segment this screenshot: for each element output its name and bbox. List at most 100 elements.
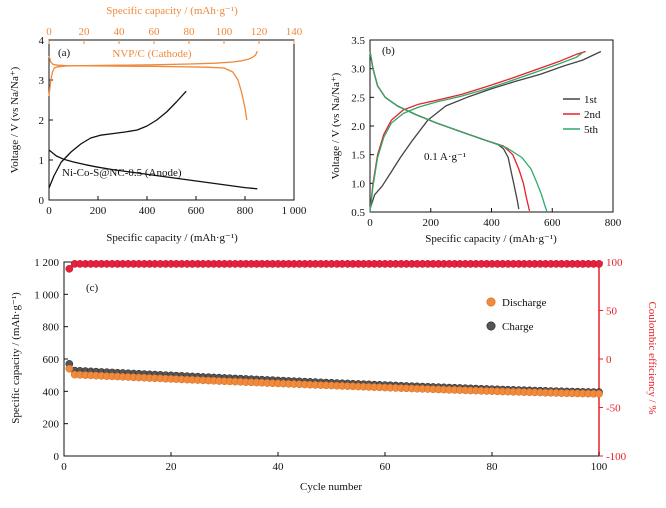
panel-a-top-xtick-label: 60 [149, 26, 161, 38]
legend-1st-label: 1st [584, 94, 597, 106]
panel-a-ytick-label: 0 [39, 195, 45, 207]
panel-a-xtick-label: 1 000 [282, 205, 307, 217]
panel-a-top-xtick-label: 100 [216, 26, 233, 38]
panel-a-ytick-label: 2 [39, 115, 45, 127]
panel-a-series-line [48, 90, 187, 189]
panel-c-right-ytick-label: -50 [606, 403, 621, 415]
panel-b-series-5th-charge [369, 52, 583, 213]
panel-c-xtick-label: 20 [166, 461, 178, 473]
panel-b-ytick-label: 2.0 [351, 121, 365, 133]
panel-c-right-ytick-label: 50 [606, 306, 618, 318]
panel-b-ytick-label: 3.0 [351, 64, 365, 76]
panel-b-left-axis: 0.5 1.0 1.5 2.0 2.5 3.0 3.5 [351, 35, 374, 219]
panel-c-right-axis: -100 -50 0 50 100 [599, 257, 627, 463]
ce-marker [65, 264, 74, 273]
panel-a-xtick-label: 200 [90, 205, 107, 217]
panel-b-series-1st-discharge [369, 51, 520, 210]
panel-c-left-axis: 0 200 400 600 800 1 000 1 200 [34, 257, 68, 463]
panel-a-top-xtick-label: 40 [114, 26, 126, 38]
panel-a-ytick-label: 1 [39, 155, 45, 167]
panel-a-xlabel: Specific capacity / (mAh·g⁻¹) [106, 232, 238, 244]
panel-c-xtick-label: 60 [380, 461, 392, 473]
panel-b-ytick-label: 3.5 [351, 35, 365, 47]
panel-a-top-xtick-label: 80 [184, 26, 196, 38]
panel-a-top-xtick-label: 140 [286, 26, 303, 38]
panel-c-right-ytick-label: -100 [606, 451, 627, 463]
panel-c-xlabel: Cycle number [300, 481, 362, 493]
panel-c-bottom-axis: 0 20 40 60 80 100 [61, 452, 608, 473]
panel-c-ytick-label: 400 [43, 386, 60, 398]
panel-c-ytick-label: 0 [54, 451, 60, 463]
legend-2nd-label: 2nd [584, 109, 601, 121]
panel-b-xtick-label: 600 [544, 217, 561, 229]
panel-b-xlabel: Specific capacity / (mAh·g⁻¹) [425, 233, 557, 245]
panel-b: 0 200 400 600 800 0.51.01.52.02.53.03.5 (b) … [330, 35, 622, 245]
panel-a-label: (a) [58, 47, 71, 59]
panel-b-series [369, 50, 602, 213]
panel-b-xtick-label: 0 [367, 217, 373, 229]
panel-b-bottom-axis: 0 200 400 600 800 [367, 208, 622, 229]
discharge-marker [65, 364, 74, 373]
panel-a-xtick-label: 600 [188, 205, 205, 217]
panel-a-top-axis: 0 20 40 60 80 100 120 140 [46, 26, 303, 44]
panel-a-top-xtick-label: 20 [79, 26, 91, 38]
panel-c-legend: Discharge Charge [486, 297, 547, 333]
panel-c-label: (c) [86, 282, 99, 294]
panel-c-xtick-label: 40 [273, 461, 285, 473]
panel-b-ytick-label: 0.5 [351, 207, 365, 219]
panel-a-top-xtick-label: 120 [251, 26, 268, 38]
panel-a-xtick-label: 400 [139, 205, 156, 217]
panel-b-rate-annotation: 0.1 A·g⁻¹ [424, 151, 466, 163]
panel-b-ytick-label: 2.5 [351, 92, 365, 104]
panel-c-ytick-label: 800 [43, 322, 60, 334]
panel-c-ylabel-right: Coulombic efficiency / % [646, 301, 658, 414]
panel-a-top-xtick-label: 0 [46, 26, 52, 38]
panel-a: 0 200 400 600 800 1 000 0 20 40 60 80 100 120 140 0 1… [9, 5, 307, 244]
panel-b-xtick-label: 800 [605, 217, 622, 229]
panel-b-frame [369, 39, 614, 213]
panel-a-series-line [48, 55, 248, 121]
panel-b-series-2nd-discharge [369, 51, 531, 212]
panel-c-right-ytick-label: 100 [606, 257, 623, 269]
panel-c-ytick-label: 1 000 [34, 289, 59, 301]
panel-a-cathode-annotation: NVP/C (Cathode) [112, 48, 191, 60]
panel-c-xtick-label: 80 [487, 461, 499, 473]
panel-a-left-axis: 0 1 2 3 4 [39, 35, 53, 207]
panel-a-series-line [48, 149, 258, 190]
panel-a-top-xlabel: Specific capacity / (mAh·g⁻¹) [106, 5, 238, 17]
panel-a-bottom-axis: 0 200 400 600 800 1 000 [46, 196, 307, 217]
panel-b-xtick-label: 200 [423, 217, 440, 229]
panel-a-series [48, 50, 258, 190]
panel-a-series-line [48, 50, 258, 97]
legend-discharge-label: Discharge [502, 297, 547, 309]
panel-a-xtick-label: 800 [237, 205, 254, 217]
panel-a-xtick-label: 0 [46, 205, 52, 217]
panel-c-series [65, 260, 603, 398]
panel-c-ytick-label: 1 200 [34, 257, 59, 269]
panel-b-series-1st-charge [369, 50, 602, 210]
panel-a-ylabel: Voltage / V (vs Na/Na⁺) [9, 66, 21, 173]
panel-c-ytick-label: 600 [43, 354, 60, 366]
ce-marker [595, 260, 603, 268]
panel-b-series-2nd-charge [369, 50, 586, 211]
panel-c-frame [63, 261, 600, 457]
panel-a-anode-annotation: Ni-Co-S@NC-0.5 (Anode) [62, 167, 182, 179]
panel-b-xtick-label: 400 [483, 217, 500, 229]
panel-c-ylabel: Specific capacity / (mAh·g⁻¹) [10, 292, 22, 424]
panel-a-ytick-label: 4 [39, 35, 45, 47]
panel-a-ytick-label: 3 [39, 75, 45, 87]
panel-c-right-ytick-label: 0 [606, 354, 612, 366]
panel-c: 0 20 40 60 80 100 0 200 400 600 800 1 000 1 200 -10… [10, 257, 658, 493]
panel-b-label: (b) [382, 45, 395, 57]
panel-b-series-5th-discharge [369, 51, 548, 213]
panel-b-legend: 1st 2nd 5th [563, 94, 601, 136]
panel-c-xtick-label: 100 [591, 461, 608, 473]
panel-b-ylabel: Voltage / V (vs Na/Na⁺) [330, 72, 342, 179]
legend-charge-marker [486, 321, 496, 331]
panel-b-ytick-label: 1.5 [351, 150, 365, 162]
panel-b-ytick-label: 1.0 [351, 178, 365, 190]
discharge-marker [595, 389, 603, 398]
legend-5th-label: 5th [584, 124, 599, 136]
